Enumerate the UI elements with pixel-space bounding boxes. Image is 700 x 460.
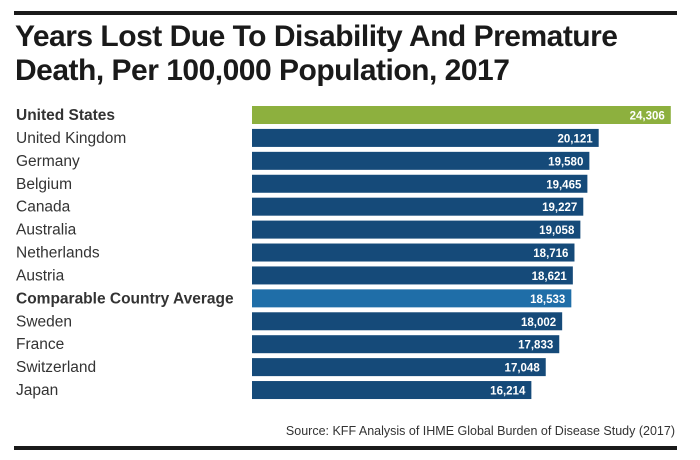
- category-label-netherlands: Netherlands: [16, 245, 100, 262]
- bar-canada: [252, 197, 584, 216]
- source-note: Source: KFF Analysis of IHME Global Burd…: [285, 424, 675, 438]
- value-label-sweden: 18,002: [521, 317, 556, 329]
- bar-australia: [252, 220, 581, 239]
- bar-france: [252, 335, 560, 354]
- category-label-sweden: Sweden: [16, 313, 72, 330]
- category-label-comparable-country-average: Comparable Country Average: [16, 290, 234, 307]
- value-label-comparable-country-average: 18,533: [530, 294, 565, 306]
- category-label-australia: Australia: [16, 222, 77, 239]
- bar-belgium: [252, 174, 588, 193]
- value-label-france: 17,833: [518, 340, 553, 352]
- top-rule: [14, 11, 677, 15]
- value-label-japan: 16,214: [490, 386, 526, 398]
- bar-netherlands: [252, 243, 575, 262]
- bar-united-states: [252, 106, 671, 124]
- value-label-canada: 19,227: [542, 202, 577, 214]
- value-label-australia: 19,058: [539, 225, 575, 237]
- chart-title: Years Lost Due To Disability And Prematu…: [15, 20, 618, 87]
- value-label-united-states: 24,306: [630, 111, 665, 123]
- value-label-austria: 18,621: [532, 271, 568, 283]
- bar-united-kingdom: [252, 128, 599, 147]
- category-label-switzerland: Switzerland: [16, 359, 96, 376]
- value-label-germany: 19,580: [548, 156, 583, 168]
- bar-japan: [252, 381, 532, 400]
- value-label-united-kingdom: 20,121: [557, 133, 593, 145]
- bottom-rule: [14, 446, 677, 450]
- value-label-belgium: 19,465: [546, 179, 582, 191]
- bar-switzerland: [252, 358, 546, 377]
- value-label-switzerland: 17,048: [505, 363, 541, 375]
- category-label-japan: Japan: [16, 382, 58, 399]
- category-label-united-kingdom: United Kingdom: [16, 130, 126, 147]
- category-label-france: France: [16, 336, 64, 353]
- category-label-canada: Canada: [16, 199, 71, 216]
- category-label-germany: Germany: [16, 153, 80, 170]
- category-label-united-states: United States: [16, 107, 115, 124]
- value-label-netherlands: 18,716: [533, 248, 568, 260]
- bar-comparable-country-average: [252, 289, 572, 308]
- bar-austria: [252, 266, 573, 285]
- category-label-belgium: Belgium: [16, 176, 72, 193]
- bar-germany: [252, 151, 590, 170]
- bar-sweden: [252, 312, 563, 331]
- category-label-austria: Austria: [16, 267, 65, 284]
